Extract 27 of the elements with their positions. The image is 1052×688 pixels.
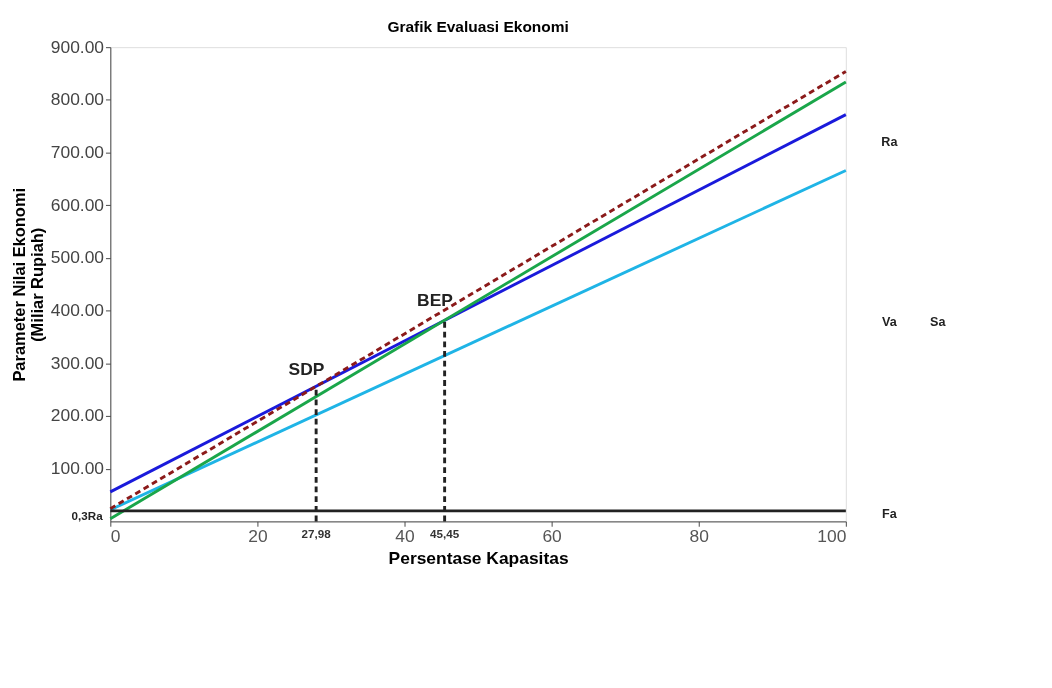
y-tick-label: 700.00 [50, 141, 105, 162]
annotation: 0,3Ra [71, 509, 104, 522]
chart-title: Grafik Evaluasi Ekonomi [387, 17, 569, 35]
x-tick-label: 80 [689, 526, 709, 547]
y-axis-title: Parameter Nilai Ekonomi (Miliar Rupiah) [9, 187, 47, 382]
ref-line-label: 45,45 [430, 526, 460, 540]
text: Va [882, 315, 898, 330]
x-axis-title: Persentase Kapasitas [388, 547, 569, 568]
y-tick-label: 300.00 [50, 352, 105, 373]
annotation: SDP [288, 359, 325, 380]
y-tick-label: 400.00 [50, 299, 105, 320]
text: Fa [882, 507, 898, 522]
y-tick-label: 600.00 [50, 194, 105, 215]
y-tick-label: 500.00 [50, 247, 105, 268]
x-tick-label: 100 [817, 526, 847, 547]
x-tick-label: 60 [542, 526, 562, 547]
x-tick-label: 40 [395, 526, 415, 547]
text: Ra [881, 134, 899, 149]
y-tick-label: 200.00 [50, 405, 105, 426]
x-tick-label: 20 [248, 526, 268, 547]
annotation: BEP [417, 289, 454, 310]
y-tick-label: 900.00 [50, 36, 105, 57]
y-tick-label: 800.00 [50, 89, 105, 110]
y-tick-label: 100.00 [50, 458, 105, 479]
x-tick-label: 0 [110, 526, 121, 547]
ref-line-label: 27,98 [301, 526, 332, 540]
text: Sa [930, 315, 947, 330]
